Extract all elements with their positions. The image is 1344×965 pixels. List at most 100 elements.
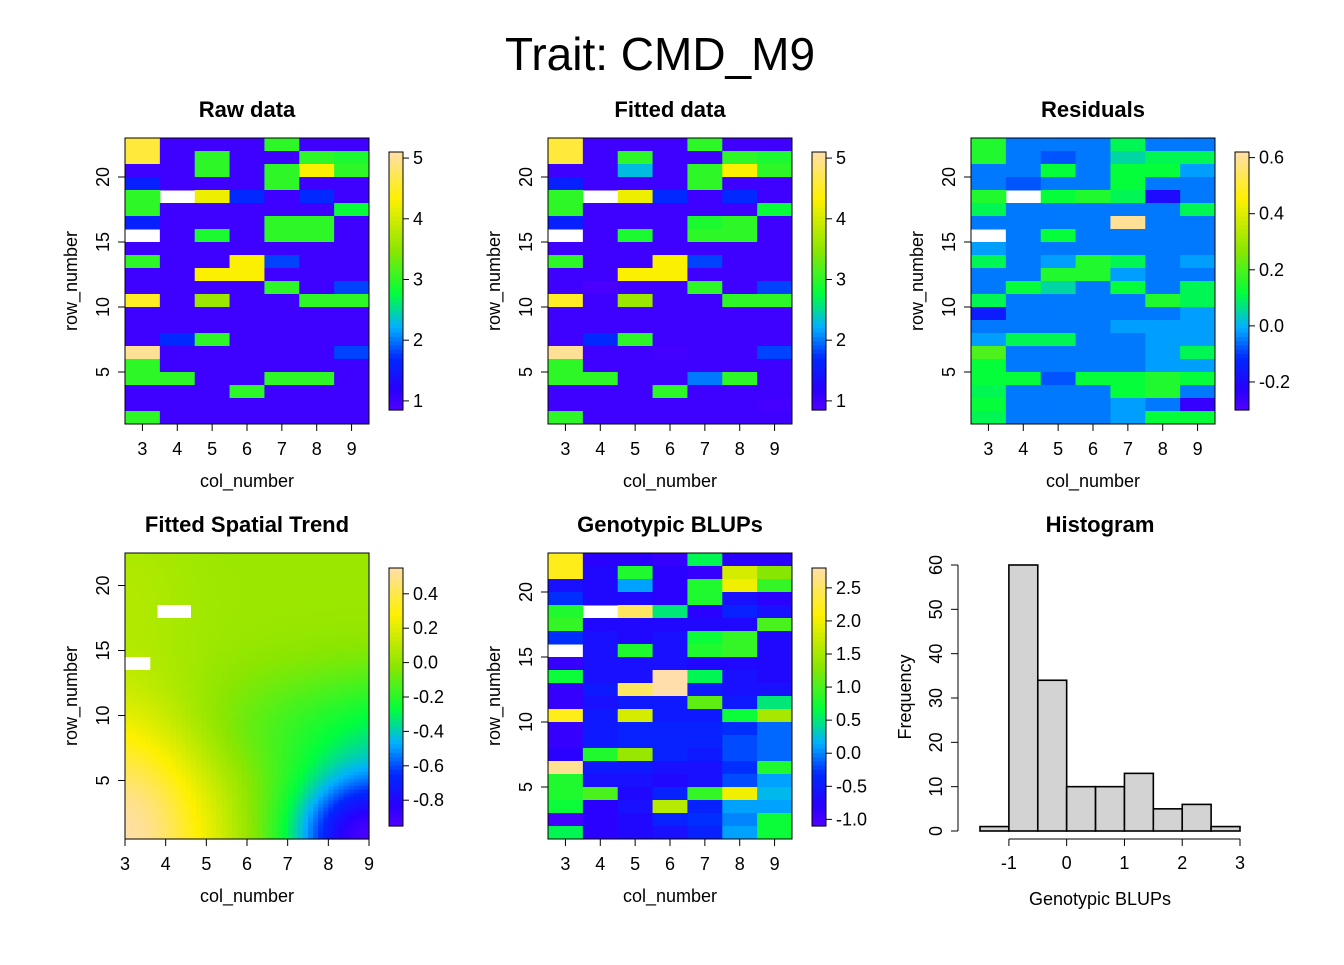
surface-cell xyxy=(293,750,299,754)
surface-cell xyxy=(176,564,182,568)
surface-cell xyxy=(339,567,345,571)
surface-cell xyxy=(166,753,172,757)
heatmap-cell xyxy=(548,709,583,723)
legend-swatch xyxy=(812,169,826,174)
surface-cell xyxy=(135,564,141,568)
surface-cell xyxy=(257,793,263,797)
surface-cell xyxy=(181,596,187,600)
surface-cell xyxy=(232,635,238,639)
surface-cell xyxy=(278,642,284,646)
surface-cell xyxy=(201,685,207,689)
surface-cell xyxy=(344,810,350,814)
surface-cell xyxy=(267,703,273,707)
surface-cell xyxy=(283,603,289,607)
surface-cell xyxy=(166,646,172,650)
surface-cell xyxy=(278,617,284,621)
surface-cell xyxy=(328,775,334,779)
surface-cell xyxy=(161,768,167,772)
surface-cell xyxy=(171,789,177,793)
surface-cell xyxy=(267,760,273,764)
surface-cell xyxy=(140,610,146,614)
surface-cell xyxy=(354,582,360,586)
surface-cell xyxy=(328,599,334,603)
legend-swatch xyxy=(1235,165,1249,170)
surface-cell xyxy=(140,782,146,786)
heatmap-cell xyxy=(264,346,299,360)
surface-cell xyxy=(181,589,187,593)
heatmap-cell xyxy=(1006,294,1041,308)
legend-swatch xyxy=(812,320,826,325)
legend-swatch xyxy=(812,641,826,646)
surface-cell xyxy=(222,703,228,707)
surface-cell xyxy=(135,639,141,643)
surface-cell xyxy=(252,592,258,596)
surface-cell xyxy=(288,632,294,636)
surface-cell xyxy=(130,725,136,729)
surface-cell xyxy=(232,714,238,718)
surface-cell xyxy=(237,675,243,679)
surface-cell xyxy=(313,753,319,757)
surface-cell xyxy=(135,692,141,696)
surface-cell xyxy=(349,574,355,578)
surface-cell xyxy=(196,828,202,832)
surface-cell xyxy=(201,707,207,711)
legend-swatch xyxy=(812,680,826,685)
surface-cell xyxy=(211,757,217,761)
surface-cell xyxy=(237,553,243,557)
heatmap-cell xyxy=(687,553,722,567)
surface-cell xyxy=(267,589,273,593)
surface-cell xyxy=(359,592,365,596)
legend-swatch xyxy=(389,723,403,728)
heatmap-cell xyxy=(1110,320,1145,334)
surface-cell xyxy=(354,700,360,704)
x-tick-label: 6 xyxy=(665,854,675,874)
surface-cell xyxy=(278,582,284,586)
heatmap-cell xyxy=(299,242,334,256)
surface-cell xyxy=(222,707,228,711)
surface-cell xyxy=(313,793,319,797)
surface-cell xyxy=(196,735,202,739)
surface-cell xyxy=(196,725,202,729)
heatmap-cell xyxy=(971,307,1006,321)
surface-cell xyxy=(349,603,355,607)
surface-cell xyxy=(267,803,273,807)
heatmap-cell xyxy=(195,385,230,399)
x-tick-label: 3 xyxy=(560,439,570,459)
heatmap-cell xyxy=(548,242,583,256)
heatmap-cell xyxy=(299,138,334,152)
surface-cell xyxy=(242,653,248,657)
legend-swatch xyxy=(389,217,403,222)
surface-cell xyxy=(125,793,131,797)
surface-cell xyxy=(333,710,339,714)
surface-cell xyxy=(222,800,228,804)
surface-cell xyxy=(354,725,360,729)
surface-cell xyxy=(166,667,172,671)
surface-cell xyxy=(278,599,284,603)
surface-cell xyxy=(166,721,172,725)
surface-cell xyxy=(354,639,360,643)
legend-swatch xyxy=(389,346,403,351)
surface-cell xyxy=(298,574,304,578)
heatmap-cell xyxy=(687,696,722,710)
surface-cell xyxy=(328,800,334,804)
surface-cell xyxy=(359,678,365,682)
surface-cell xyxy=(349,560,355,564)
surface-cell xyxy=(191,800,197,804)
surface-cell xyxy=(140,789,146,793)
surface-cell xyxy=(252,782,258,786)
surface-cell xyxy=(191,707,197,711)
surface-cell xyxy=(145,803,151,807)
surface-cell xyxy=(181,714,187,718)
surface-cell xyxy=(313,785,319,789)
heatmap-cell xyxy=(757,813,792,827)
surface-cell xyxy=(293,632,299,636)
surface-cell xyxy=(211,639,217,643)
surface-cell xyxy=(333,778,339,782)
surface-cell xyxy=(354,628,360,632)
surface-cell xyxy=(252,585,258,589)
surface-cell xyxy=(323,574,329,578)
surface-cell xyxy=(222,582,228,586)
surface-cell xyxy=(237,646,243,650)
surface-cell xyxy=(339,735,345,739)
surface-cell xyxy=(278,782,284,786)
